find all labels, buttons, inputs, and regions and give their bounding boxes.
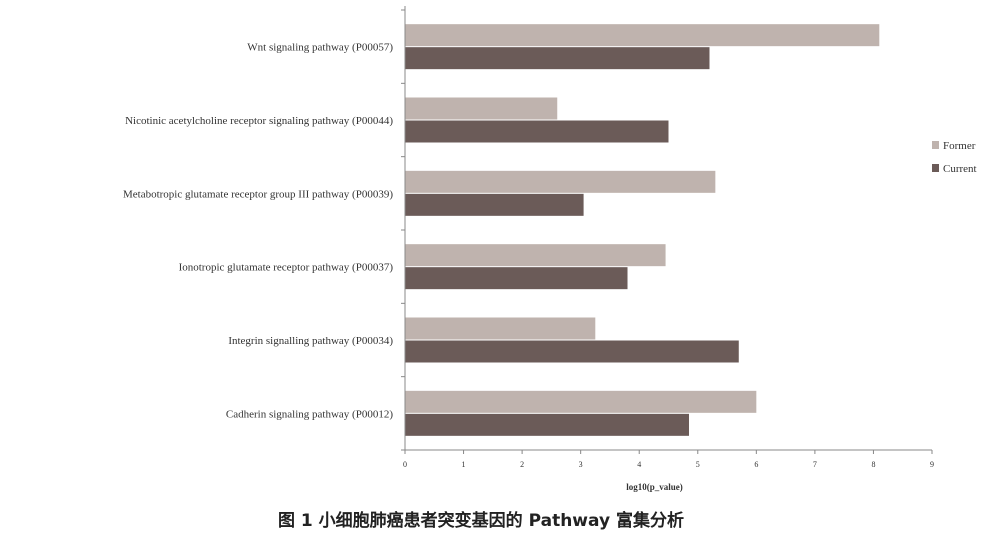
bar-current-4 bbox=[405, 340, 739, 363]
bar-former-5 bbox=[405, 390, 757, 413]
bar-current-3 bbox=[405, 267, 628, 290]
category-label: Integrin signalling pathway (P00034) bbox=[228, 335, 393, 347]
x-tick-label: 0 bbox=[403, 460, 407, 469]
legend-swatch-current bbox=[932, 164, 939, 172]
category-label: Wnt signaling pathway (P00057) bbox=[247, 42, 393, 54]
bar-former-3 bbox=[405, 244, 666, 267]
category-label: Cadherin signaling pathway (P00012) bbox=[226, 408, 393, 420]
category-label: Metabotropic glutamate receptor group II… bbox=[123, 188, 393, 200]
legend-label-current: Current bbox=[943, 163, 977, 175]
bar-current-2 bbox=[405, 193, 584, 216]
legend-label-former: Former bbox=[943, 140, 976, 152]
x-axis-title: log10(p_value) bbox=[626, 482, 683, 492]
x-tick-label: 9 bbox=[930, 460, 934, 469]
x-tick-label: 2 bbox=[520, 460, 524, 469]
category-labels: Wnt signaling pathway (P00057) Nicotinic … bbox=[123, 42, 393, 421]
x-tick-label: 3 bbox=[579, 460, 583, 469]
figure-caption: 图 1 小细胞肺癌患者突变基因的 Pathway 富集分析 bbox=[278, 510, 684, 531]
bar-former-0 bbox=[405, 24, 880, 47]
category-label: Ionotropic glutamate receptor pathway (P… bbox=[179, 262, 394, 274]
bars-layer bbox=[405, 24, 880, 436]
x-tick-labels: 0 1 2 3 4 5 6 7 8 9 bbox=[403, 460, 934, 469]
x-tick-label: 5 bbox=[696, 460, 700, 469]
bar-former-4 bbox=[405, 317, 596, 340]
category-label: Nicotinic acetylcholine receptor signali… bbox=[125, 115, 393, 127]
legend: Former Current bbox=[932, 140, 977, 175]
x-tick-label: 6 bbox=[754, 460, 758, 469]
bar-former-1 bbox=[405, 97, 558, 120]
bar-current-0 bbox=[405, 47, 710, 70]
bar-current-1 bbox=[405, 120, 669, 143]
axes-layer bbox=[401, 6, 933, 454]
x-tick-label: 4 bbox=[637, 460, 641, 469]
legend-swatch-former bbox=[932, 141, 939, 149]
x-tick-label: 1 bbox=[462, 460, 466, 469]
bar-former-2 bbox=[405, 170, 716, 193]
x-tick-label: 7 bbox=[813, 460, 817, 469]
x-tick-label: 8 bbox=[871, 460, 875, 469]
bar-current-5 bbox=[405, 413, 689, 436]
